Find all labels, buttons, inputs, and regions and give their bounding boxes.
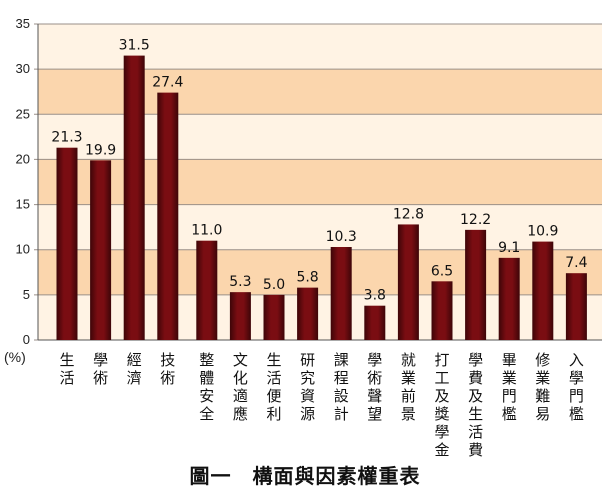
- bar: [157, 92, 179, 340]
- bar: [56, 147, 78, 340]
- bar: [465, 229, 487, 340]
- bar-chart: 0 5 10 15 20 25 30 35 (%) 21.3 生活 19.9 學術 31.5 經濟 27.4 技…: [4, 16, 602, 459]
- x-tick-label: 修業難易: [535, 351, 550, 423]
- data-label: 31.5: [119, 38, 150, 54]
- x-tick-label: 生活: [59, 351, 74, 387]
- x-tick-label: 學術: [93, 351, 108, 387]
- data-label: 5.8: [296, 270, 318, 286]
- y-tick-label: 20: [16, 151, 30, 166]
- bar: [196, 240, 218, 340]
- bar: [565, 273, 587, 340]
- x-tick-label: 學術聲望: [367, 351, 382, 423]
- grid-band: [38, 114, 602, 160]
- data-label: 27.4: [152, 75, 183, 91]
- x-tick-label: 課程設計: [334, 351, 349, 423]
- bar: [330, 247, 352, 340]
- y-tick-label: 10: [16, 242, 30, 257]
- x-tick-label: 就業前景: [401, 351, 416, 423]
- y-tick-label: 30: [16, 61, 30, 76]
- data-label: 12.8: [393, 206, 424, 222]
- bar: [364, 305, 386, 340]
- x-tick-label: 學費及生活費: [468, 351, 483, 459]
- x-tick-label: 打工及獎學金: [434, 351, 449, 459]
- data-label: 19.9: [85, 142, 116, 158]
- grid-band: [38, 159, 602, 205]
- data-label: 6.5: [431, 263, 453, 279]
- bar: [532, 241, 554, 340]
- x-tick-label: 研究資源: [300, 351, 315, 423]
- bar: [297, 287, 319, 340]
- x-tick-label: 整體安全: [199, 351, 214, 423]
- data-label: 10.3: [326, 229, 357, 245]
- data-label: 9.1: [498, 240, 520, 256]
- bar: [397, 224, 419, 340]
- y-tick-label: 35: [16, 16, 30, 31]
- x-tick-label: 生活便利: [266, 351, 281, 423]
- bar: [229, 292, 251, 340]
- y-tick-label: 25: [16, 106, 30, 121]
- y-tick-label: 5: [23, 287, 30, 302]
- data-label: 5.3: [229, 274, 251, 290]
- data-label: 7.4: [565, 255, 587, 271]
- x-tick-label: 技術: [160, 351, 175, 387]
- data-label: 11.0: [191, 223, 222, 239]
- y-tick-label: 0: [23, 332, 30, 347]
- grid-band: [38, 69, 602, 115]
- bar: [90, 160, 112, 340]
- bar: [123, 55, 145, 340]
- data-label: 12.2: [460, 212, 491, 228]
- bar: [431, 281, 453, 340]
- data-label: 21.3: [51, 130, 82, 146]
- figure-caption: 圖一 構面與因素權重表: [189, 464, 421, 488]
- y-unit-label: (%): [4, 349, 26, 365]
- data-label: 5.0: [263, 277, 285, 293]
- x-tick-label: 畢業門檻: [502, 351, 517, 423]
- y-tick-label: 15: [16, 197, 30, 212]
- x-tick-label: 經濟: [127, 351, 142, 387]
- x-tick-label: 入學門檻: [569, 351, 584, 423]
- data-label: 3.8: [364, 288, 386, 304]
- bar: [498, 257, 520, 340]
- data-label: 10.9: [527, 224, 558, 240]
- x-tick-label: 文化適應: [233, 351, 248, 423]
- bar: [263, 294, 285, 340]
